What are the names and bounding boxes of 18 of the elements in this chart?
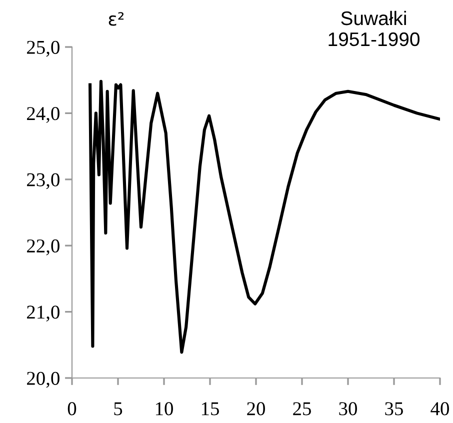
y-tick-label: 25,0 [27,40,60,57]
x-tick-label: 40 [430,402,449,416]
y-axis-title: ε² [108,12,124,26]
y-tick-label: 20,0 [27,372,60,388]
y-tick-label: 22,0 [27,239,60,256]
x-tick-label: 10 [156,402,173,416]
y-tick-label: 24,0 [27,107,60,123]
chart-title: Suwałki 1951-1990 [328,10,420,46]
y-tick-label: 21,0 [27,306,60,322]
x-tick-label: 20 [247,402,265,416]
x-tick-label: 35 [385,402,403,416]
x-tick-label: 25 [293,402,311,416]
y-tick-label: 23,0 [27,173,60,190]
line-series [88,80,440,354]
x-tick-label: 30 [339,402,357,416]
x-tick-label: 5 [114,402,122,416]
x-tick-label: 15 [202,402,219,416]
x-tick-label: 0 [68,402,76,416]
